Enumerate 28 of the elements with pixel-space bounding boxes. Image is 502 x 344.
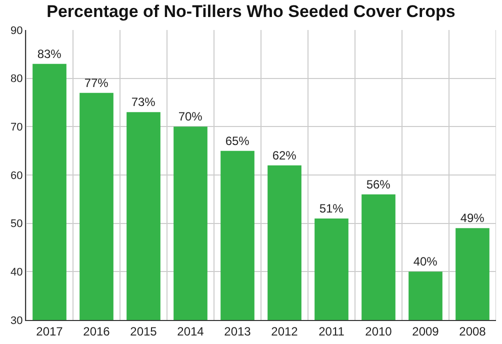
x-tick-label: 2011 — [318, 324, 345, 338]
chart-title: Percentage of No-Tillers Who Seeded Cover Crops — [46, 2, 456, 22]
x-tick-label: 2009 — [412, 324, 440, 338]
x-tick-label: 2008 — [459, 324, 486, 338]
data-label: 62% — [272, 148, 297, 162]
x-tick-label: 2017 — [36, 324, 64, 338]
x-tick-label: 2012 — [271, 324, 298, 338]
data-label: 56% — [366, 177, 391, 192]
y-tick-label: 70 — [10, 122, 23, 134]
y-tick-label: 40 — [10, 266, 23, 279]
data-label: 73% — [131, 95, 156, 110]
data-label: 70% — [178, 110, 203, 124]
data-label: 49% — [460, 211, 485, 226]
data-label: 83% — [37, 46, 62, 61]
data-label: 51% — [319, 202, 344, 216]
x-tick-label: 2013 — [224, 324, 252, 338]
y-tick-label: 30 — [10, 314, 23, 327]
x-tick-label: 2016 — [83, 324, 110, 338]
x-tick-label: 2015 — [130, 324, 158, 338]
data-label: 40% — [413, 254, 438, 269]
y-tick-label: 50 — [10, 218, 23, 230]
y-tick-label: 90 — [10, 24, 23, 37]
data-label: 77% — [84, 76, 109, 90]
data-label: 65% — [225, 134, 250, 148]
y-tick-label: 80 — [10, 73, 23, 86]
x-tick-label: 2010 — [365, 324, 392, 338]
y-tick-label: 60 — [10, 170, 23, 182]
x-tick-label: 2014 — [177, 324, 204, 338]
